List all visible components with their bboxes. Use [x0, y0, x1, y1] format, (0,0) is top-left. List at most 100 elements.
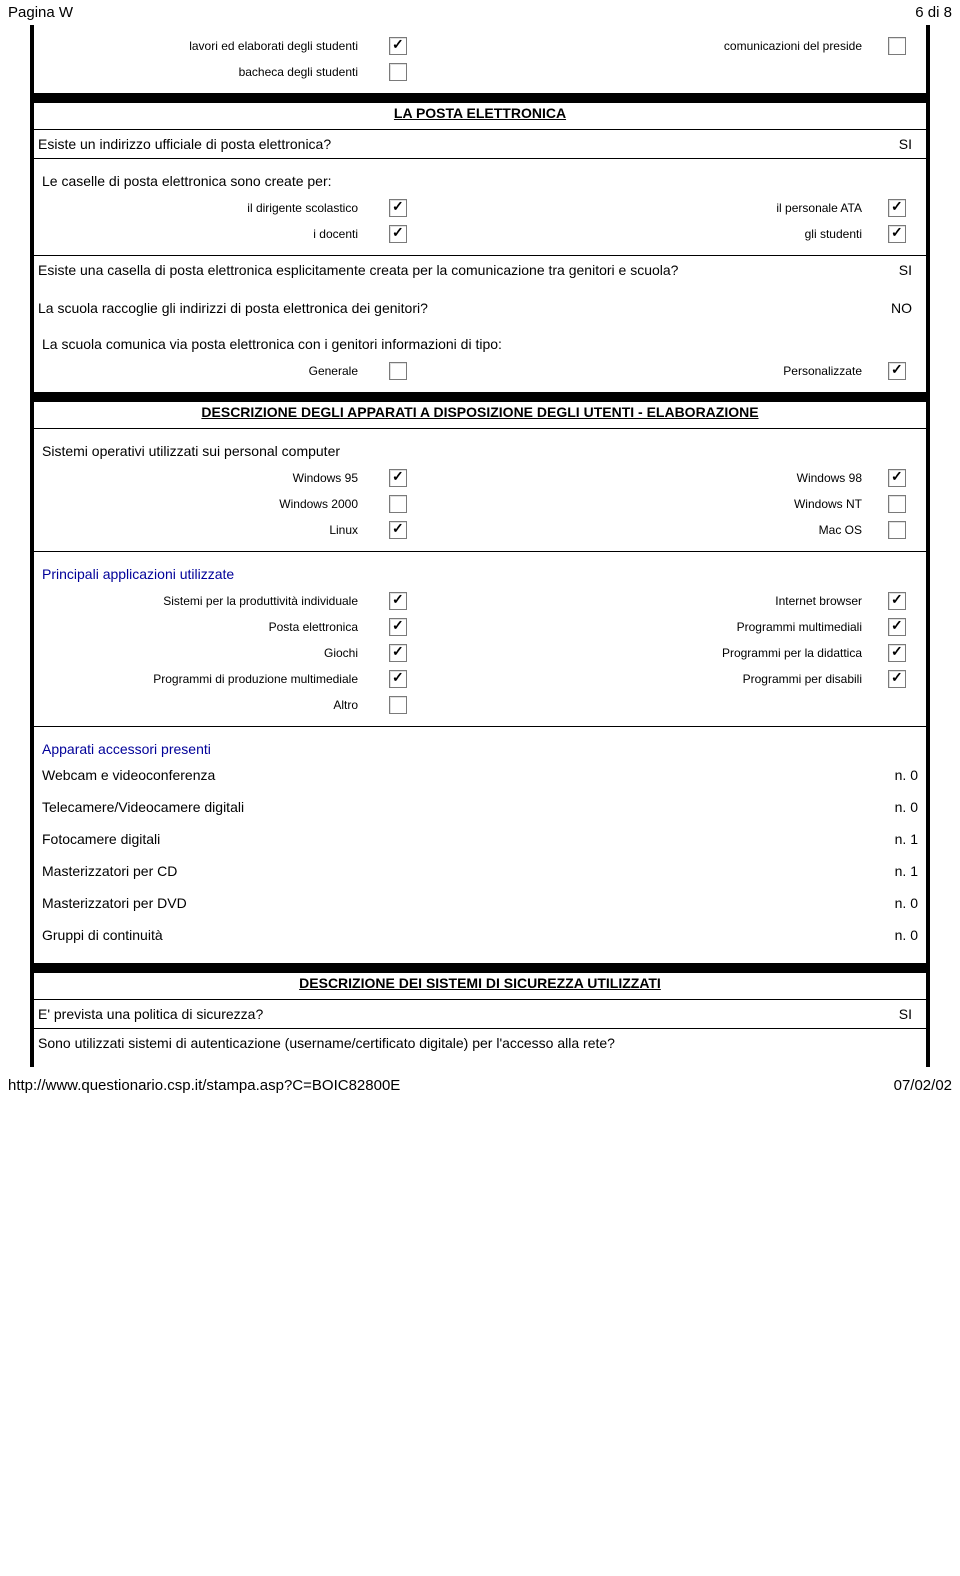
cb-email[interactable] — [389, 618, 407, 636]
row-linux: Linux Mac OS — [38, 517, 922, 543]
row-generale: Generale Personalizzate — [38, 358, 922, 384]
row-win95: Windows 95 Windows 98 — [38, 465, 922, 491]
label-winnt: Windows NT — [428, 497, 872, 511]
cb-win2000[interactable] — [389, 495, 407, 513]
cb-comunicazioni[interactable] — [888, 37, 906, 55]
cb-produzione[interactable] — [389, 670, 407, 688]
footer-date: 07/02/02 — [894, 1077, 952, 1094]
acc-fotocamere-label: Fotocamere digitali — [42, 831, 160, 847]
intro-apps: Principali applicazioni utilizzate — [38, 560, 922, 588]
cb-produttivita[interactable] — [389, 592, 407, 610]
cb-multimedia[interactable] — [888, 618, 906, 636]
acc-gruppi: Gruppi di continuità n. 0 — [38, 923, 922, 955]
acc-cd: Masterizzatori per CD n. 1 — [38, 859, 922, 891]
row-email: Posta elettronica Programmi multimediali — [38, 614, 922, 640]
intro-caselle: Le caselle di posta elettronica sono cre… — [38, 167, 922, 195]
acc-fotocamere: Fotocamere digitali n. 1 — [38, 827, 922, 859]
q-indirizzo: Esiste un indirizzo ufficiale di posta e… — [34, 130, 926, 158]
divider — [34, 392, 926, 402]
q-auth-label: Sono utilizzati sistemi di autenticazion… — [38, 1035, 922, 1051]
title-apparati: DESCRIZIONE DEGLI APPARATI A DISPOSIZION… — [34, 404, 926, 420]
title-posta: LA POSTA ELETTRONICA — [34, 105, 926, 121]
label-produzione: Programmi di produzione multimediale — [38, 672, 368, 686]
label-giochi: Giochi — [38, 646, 368, 660]
divider — [34, 963, 926, 973]
label-browser: Internet browser — [428, 594, 872, 608]
cb-generale[interactable] — [389, 362, 407, 380]
q-casella-genitori: Esiste una casella di posta elettronica … — [34, 256, 926, 284]
intro-os: Sistemi operativi utilizzati sui persona… — [38, 437, 922, 465]
label-lavori: lavori ed elaborati degli studenti — [38, 39, 368, 53]
label-ata: il personale ATA — [428, 201, 872, 215]
acc-telecamere: Telecamere/Videocamere digitali n. 0 — [38, 795, 922, 827]
label-comunicazioni: comunicazioni del preside — [428, 39, 872, 53]
label-produttivita: Sistemi per la produttività individuale — [38, 594, 368, 608]
acc-telecamere-label: Telecamere/Videocamere digitali — [42, 799, 244, 815]
acc-gruppi-value: n. 0 — [895, 927, 918, 943]
cb-altro[interactable] — [389, 696, 407, 714]
cb-browser[interactable] — [888, 592, 906, 610]
label-win95: Windows 95 — [38, 471, 368, 485]
acc-cd-value: n. 1 — [895, 863, 918, 879]
section-os: Sistemi operativi utilizzati sui persona… — [34, 429, 926, 551]
row-docenti: i docenti gli studenti — [38, 221, 922, 247]
q-politica-label: E' prevista una politica di sicurezza? — [38, 1006, 862, 1022]
cb-ata[interactable] — [888, 199, 906, 217]
form-container: lavori ed elaborati degli studenti comun… — [30, 25, 930, 1067]
q-politica: E' prevista una politica di sicurezza? S… — [34, 1000, 926, 1028]
row-bacheca: bacheca degli studenti — [38, 59, 922, 85]
acc-dvd-label: Masterizzatori per DVD — [42, 895, 187, 911]
cb-dirigente[interactable] — [389, 199, 407, 217]
cb-bacheca[interactable] — [389, 63, 407, 81]
label-altro: Altro — [38, 698, 368, 712]
cb-win98[interactable] — [888, 469, 906, 487]
cb-disabili[interactable] — [888, 670, 906, 688]
q-politica-value: SI — [862, 1006, 922, 1022]
header-right: 6 di 8 — [915, 4, 952, 21]
cb-personalizzate[interactable] — [888, 362, 906, 380]
q-raccoglie-value: NO — [862, 300, 922, 316]
label-personalizzate: Personalizzate — [428, 364, 872, 378]
label-multimedia: Programmi multimediali — [428, 620, 872, 634]
row-altro: Altro — [38, 692, 922, 718]
cb-linux[interactable] — [389, 521, 407, 539]
label-generale: Generale — [38, 364, 368, 378]
intro-comunica: La scuola comunica via posta elettronica… — [38, 330, 922, 358]
divider — [34, 93, 926, 103]
q-indirizzo-label: Esiste un indirizzo ufficiale di posta e… — [38, 136, 862, 152]
label-bacheca: bacheca degli studenti — [38, 65, 368, 79]
acc-cd-label: Masterizzatori per CD — [42, 863, 177, 879]
label-win98: Windows 98 — [428, 471, 872, 485]
header-left: Pagina W — [8, 4, 73, 21]
label-win2000: Windows 2000 — [38, 497, 368, 511]
section-accessori: Apparati accessori presenti Webcam e vid… — [34, 727, 926, 963]
label-macos: Mac OS — [428, 523, 872, 537]
page-header: Pagina W 6 di 8 — [0, 0, 960, 25]
acc-webcam-label: Webcam e videoconferenza — [42, 767, 215, 783]
cb-giochi[interactable] — [389, 644, 407, 662]
cb-macos[interactable] — [888, 521, 906, 539]
cb-docenti[interactable] — [389, 225, 407, 243]
q-raccoglie: La scuola raccoglie gli indirizzi di pos… — [34, 294, 926, 322]
cb-win95[interactable] — [389, 469, 407, 487]
cb-winnt[interactable] — [888, 495, 906, 513]
acc-fotocamere-value: n. 1 — [895, 831, 918, 847]
q-indirizzo-value: SI — [862, 136, 922, 152]
acc-webcam-value: n. 0 — [895, 767, 918, 783]
cb-didattica[interactable] — [888, 644, 906, 662]
row-dirigente: il dirigente scolastico il personale ATA — [38, 195, 922, 221]
section-apps: Principali applicazioni utilizzate Siste… — [34, 552, 926, 726]
page-footer: http://www.questionario.csp.it/stampa.as… — [0, 1067, 960, 1104]
label-dirigente: il dirigente scolastico — [38, 201, 368, 215]
cb-lavori[interactable] — [389, 37, 407, 55]
row-produttivita: Sistemi per la produttività individuale … — [38, 588, 922, 614]
q-casella-genitori-label: Esiste una casella di posta elettronica … — [38, 262, 798, 278]
title-accessori: Apparati accessori presenti — [38, 735, 922, 763]
section-top: lavori ed elaborati degli studenti comun… — [34, 25, 926, 93]
acc-dvd: Masterizzatori per DVD n. 0 — [38, 891, 922, 923]
row-win2000: Windows 2000 Windows NT — [38, 491, 922, 517]
q-raccoglie-label: La scuola raccoglie gli indirizzi di pos… — [38, 300, 862, 316]
acc-gruppi-label: Gruppi di continuità — [42, 927, 163, 943]
label-didattica: Programmi per la didattica — [428, 646, 872, 660]
cb-studenti[interactable] — [888, 225, 906, 243]
